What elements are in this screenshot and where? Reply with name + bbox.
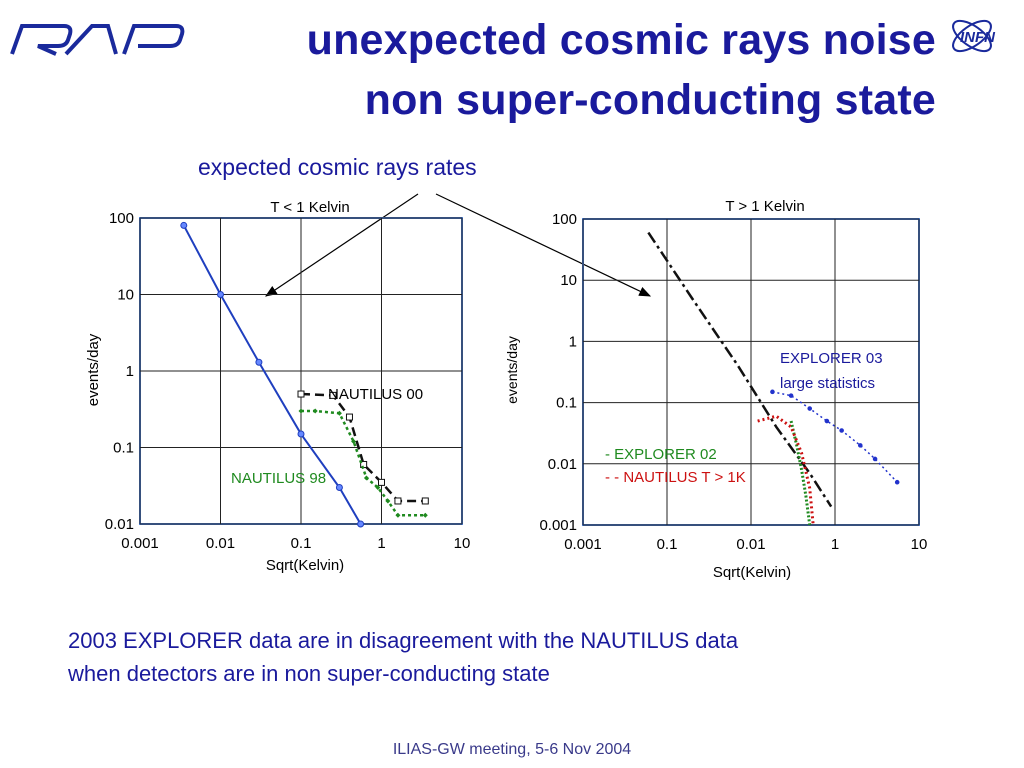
data-point [336,410,342,416]
y-tick-label: 100 [109,210,134,227]
annotation-nautilus-98: NAUTILUS 98 [231,470,326,487]
data-point [807,406,813,411]
annotation-large-statistics: large statistics [780,375,875,392]
data-point [788,393,794,398]
series-line-explorer-03-large-statistics [772,391,898,483]
data-point [357,520,365,528]
chart-left-series [180,221,429,528]
data-point [770,389,775,395]
x-tick-label: 0.001 [564,536,602,553]
data-point [298,408,304,414]
y-tick-label: 0.1 [113,440,134,457]
x-tick-label: 1 [377,535,385,552]
data-point [422,512,428,518]
data-point [894,479,900,485]
data-point [378,478,385,486]
data-point [345,413,353,421]
y-tick-label: 100 [552,211,577,228]
infn-logo: INFN [940,8,1010,69]
series-line-explorer-02 [789,420,812,526]
conclusion-line1: 2003 EXPLORER data are in disagreement w… [68,628,739,653]
data-point [872,456,878,462]
infn-logo-graphic: INFN [952,19,996,53]
data-point [329,391,337,399]
data-point [375,485,381,491]
x-tick-label: 0.1 [657,536,678,553]
conclusion-note: 2003 EXPLORER data are in disagreement w… [68,624,738,690]
data-point [839,428,844,433]
data-point [217,291,224,298]
chart-left: T < 1 Kelvin Sqrt(Kelvin) events/day 0.0… [85,199,470,574]
y-tick-label: 1 [126,363,134,380]
chart-right-ticks: 0.001 0.1 0.01 1 10 0.001 0.01 0.1 1 10 100 [539,211,927,553]
x-tick-label: 0.01 [736,536,765,553]
page-title-line2: non super-conducting state [364,76,936,124]
series-line-nautilus-t-1k [757,414,815,526]
y-tick-label: 10 [560,272,577,289]
x-tick-label: 0.001 [121,535,159,552]
chart-left-grid [139,217,463,525]
series-line-expected [182,224,362,525]
chart-right-ylabel: events/day [504,336,520,404]
arrow-to-left-chart [265,193,419,297]
chart-right-grid [582,218,920,526]
data-point [297,390,305,398]
data-point [394,497,402,505]
data-point [297,430,305,438]
x-tick-label: 1 [831,536,839,553]
data-point [421,497,429,505]
chart-right-series [647,231,900,526]
annotation-nautilus-00: NAUTILUS 00 [328,386,423,403]
footer: ILIAS-GW meeting, 5-6 Nov 2004 [392,741,632,758]
series-line-expected [647,231,833,508]
conclusion-line2: when detectors are in non super-conducti… [68,661,550,686]
y-tick-label: 10 [117,287,134,304]
page-title-line1: unexpected cosmic rays noise [306,16,936,64]
chart-left-ticks: 0.001 0.01 0.1 1 10 0.01 0.1 1 10 100 [105,210,471,552]
x-tick-label: 0.01 [206,535,235,552]
infn-logo-text: INFN [960,29,996,46]
data-point [857,443,863,448]
arrow-to-right-chart [435,193,652,297]
data-point [824,418,830,424]
data-point [180,221,188,229]
data-point [351,438,357,444]
x-tick-label: 10 [454,535,471,552]
y-tick-label: 0.1 [556,395,577,412]
x-tick-label: 0.1 [291,535,312,552]
chart-right-xlabel: Sqrt(Kelvin) [713,564,791,581]
data-point [335,484,343,492]
chart-left-title: T < 1 Kelvin [270,199,349,216]
annotation-explorer-02: - EXPLORER 02 [605,446,717,463]
data-point [255,358,263,366]
chart-right-title: T > 1 Kelvin [725,198,804,215]
y-tick-label: 0.01 [105,516,134,533]
rap-logo-graphic [10,24,185,56]
y-tick-label: 1 [569,333,577,350]
annotation-explorer-03: EXPLORER 03 [780,350,883,367]
chart-left-xlabel: Sqrt(Kelvin) [266,557,344,574]
chart-right: T > 1 Kelvin Sqrt(Kelvin) events/day 0.0… [504,198,927,581]
x-tick-label: 10 [911,536,928,553]
rap-logo [8,20,188,63]
expected-rates-label: expected cosmic rays rates [198,154,477,180]
annotation-nautilus-t-gt-1k: - - NAUTILUS T > 1K [605,469,746,486]
data-point [385,498,391,504]
chart-left-ylabel: events/day [85,333,102,406]
y-tick-label: 0.01 [548,456,577,473]
data-point [395,512,401,518]
y-tick-label: 0.001 [539,517,577,534]
data-point [363,475,369,481]
data-point [312,408,318,414]
